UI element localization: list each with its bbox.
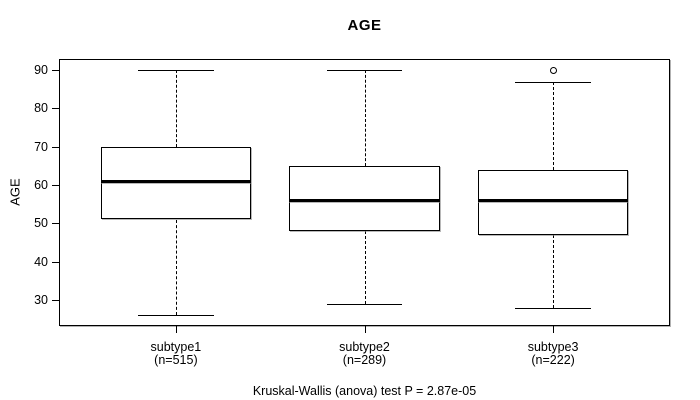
upper-whisker-cap bbox=[138, 70, 214, 72]
upper-whisker-stem bbox=[364, 70, 366, 166]
category-name: subtype2 bbox=[339, 340, 390, 354]
lower-whisker-cap bbox=[515, 307, 591, 309]
y-tick-label: 60 bbox=[34, 178, 48, 192]
y-tick-mark bbox=[52, 300, 59, 301]
y-tick-mark bbox=[52, 108, 59, 110]
y-tick-label: 30 bbox=[34, 293, 48, 307]
lower-whisker-stem bbox=[175, 219, 177, 316]
y-tick-mark bbox=[52, 146, 59, 148]
y-tick-label: 90 bbox=[34, 63, 48, 78]
x-tick-mark bbox=[364, 326, 366, 333]
x-tick-mark bbox=[553, 326, 555, 333]
y-tick-label: 70 bbox=[34, 139, 48, 154]
category-n-count: (n=222) bbox=[531, 353, 575, 367]
median-line bbox=[289, 198, 440, 202]
category-label: subtype2 (n=289) bbox=[285, 341, 445, 367]
iqr-box bbox=[100, 146, 252, 220]
y-tick-label: 50 bbox=[34, 216, 48, 231]
y-tick-mark bbox=[52, 223, 59, 225]
y-tick-label: 80 bbox=[34, 101, 48, 116]
category-n-count: (n=289) bbox=[342, 353, 387, 367]
outlier-point bbox=[549, 66, 557, 74]
upper-whisker-cap bbox=[326, 70, 403, 72]
lower-whisker-stem bbox=[553, 234, 555, 308]
iqr-box bbox=[289, 165, 440, 231]
category-n-count: (n=515) bbox=[154, 353, 198, 367]
median-line bbox=[100, 179, 252, 183]
y-tick-mark bbox=[52, 185, 59, 186]
category-name: subtype3 bbox=[527, 340, 579, 354]
upper-whisker-stem bbox=[553, 81, 555, 170]
upper-whisker-stem bbox=[175, 70, 177, 147]
y-tick-mark bbox=[52, 70, 59, 72]
median-line bbox=[477, 198, 629, 202]
upper-whisker-cap bbox=[515, 81, 591, 83]
category-label: subtype1 (n=515) bbox=[96, 341, 256, 367]
y-tick-label: 40 bbox=[34, 254, 48, 269]
lower-whisker-cap bbox=[138, 315, 214, 317]
category-label: subtype3 (n=222) bbox=[473, 341, 633, 367]
lower-whisker-stem bbox=[364, 231, 366, 304]
iqr-box bbox=[477, 169, 629, 235]
x-tick-mark bbox=[175, 326, 177, 333]
kruskal-wallis-caption: Kruskal-Wallis (anova) test P = 2.87e-05 bbox=[252, 384, 477, 398]
chart-title: AGE bbox=[347, 17, 382, 34]
lower-whisker-cap bbox=[326, 303, 403, 305]
y-tick-mark bbox=[52, 261, 59, 263]
category-name: subtype1 bbox=[150, 340, 202, 354]
